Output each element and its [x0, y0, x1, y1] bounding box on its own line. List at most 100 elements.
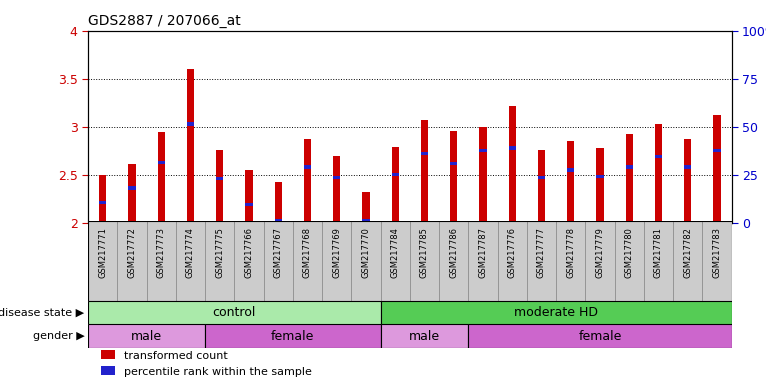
Bar — [480, 127, 486, 223]
Text: GSM217771: GSM217771 — [98, 227, 107, 278]
Text: GSM217774: GSM217774 — [186, 227, 195, 278]
Bar — [626, 134, 633, 223]
Bar — [352, 221, 381, 301]
Bar — [655, 155, 662, 158]
Bar — [216, 177, 224, 180]
Bar — [88, 301, 381, 324]
Bar — [146, 221, 176, 301]
Bar — [596, 148, 604, 223]
Text: GSM217770: GSM217770 — [362, 227, 371, 278]
Legend: transformed count, percentile rank within the sample: transformed count, percentile rank withi… — [101, 350, 312, 377]
Text: GSM217775: GSM217775 — [215, 227, 224, 278]
Text: male: male — [131, 329, 162, 343]
Bar — [596, 175, 604, 178]
Bar — [391, 147, 399, 223]
Bar — [421, 120, 428, 223]
Bar — [450, 131, 457, 223]
Bar — [205, 221, 234, 301]
Bar — [480, 149, 486, 152]
Text: female: female — [578, 329, 621, 343]
Bar — [264, 221, 293, 301]
Bar — [509, 106, 516, 223]
Text: moderate HD: moderate HD — [514, 306, 598, 319]
Text: GSM217783: GSM217783 — [712, 227, 722, 278]
Bar — [538, 176, 545, 179]
Bar — [538, 150, 545, 223]
Text: disease state ▶: disease state ▶ — [0, 308, 84, 318]
Bar — [713, 149, 721, 152]
Bar — [245, 170, 253, 223]
Bar — [88, 221, 117, 301]
Bar — [88, 324, 205, 348]
Bar — [381, 301, 732, 324]
Bar — [216, 150, 224, 223]
Bar — [450, 162, 457, 165]
Text: GSM217787: GSM217787 — [479, 227, 487, 278]
Text: GSM217768: GSM217768 — [303, 227, 312, 278]
Bar — [274, 182, 282, 223]
Bar — [527, 221, 556, 301]
Bar — [362, 192, 369, 223]
Bar — [643, 221, 673, 301]
Bar — [684, 166, 691, 169]
Bar — [421, 152, 428, 155]
Text: GSM217780: GSM217780 — [624, 227, 633, 278]
Bar — [322, 221, 352, 301]
Bar — [333, 176, 340, 179]
Text: female: female — [271, 329, 315, 343]
Text: GSM217776: GSM217776 — [508, 227, 517, 278]
Bar — [381, 324, 468, 348]
Bar — [614, 221, 643, 301]
Bar — [626, 166, 633, 169]
Bar — [187, 122, 194, 126]
Bar — [176, 221, 205, 301]
Text: GSM217773: GSM217773 — [157, 227, 165, 278]
Bar — [99, 175, 106, 223]
Bar — [99, 201, 106, 204]
Bar — [567, 141, 574, 223]
Text: GSM217781: GSM217781 — [654, 227, 663, 278]
Bar — [439, 221, 468, 301]
Bar — [117, 221, 146, 301]
Bar — [245, 203, 253, 206]
Text: male: male — [409, 329, 440, 343]
Text: GDS2887 / 207066_at: GDS2887 / 207066_at — [88, 14, 241, 28]
Bar — [468, 221, 498, 301]
Bar — [333, 156, 340, 223]
Bar — [556, 221, 585, 301]
Bar — [498, 221, 527, 301]
Bar — [304, 166, 311, 169]
Bar — [187, 69, 194, 223]
Bar — [509, 146, 516, 149]
Text: GSM217786: GSM217786 — [449, 227, 458, 278]
Bar — [205, 324, 381, 348]
Bar — [684, 139, 691, 223]
Text: GSM217766: GSM217766 — [244, 227, 254, 278]
Text: GSM217785: GSM217785 — [420, 227, 429, 278]
Bar — [702, 221, 732, 301]
Text: GSM217784: GSM217784 — [391, 227, 400, 278]
Text: GSM217772: GSM217772 — [127, 227, 136, 278]
Bar — [129, 164, 136, 223]
Text: GSM217778: GSM217778 — [566, 227, 575, 278]
Bar — [158, 131, 165, 223]
Bar — [234, 221, 264, 301]
Text: GSM217779: GSM217779 — [595, 227, 604, 278]
Text: control: control — [213, 306, 256, 319]
Text: GSM217769: GSM217769 — [332, 227, 341, 278]
Bar — [567, 168, 574, 172]
Text: GSM217782: GSM217782 — [683, 227, 692, 278]
Bar — [673, 221, 702, 301]
Bar — [274, 219, 282, 222]
Bar — [158, 161, 165, 164]
Bar — [713, 115, 721, 223]
Text: gender ▶: gender ▶ — [32, 331, 84, 341]
Bar — [410, 221, 439, 301]
Bar — [585, 221, 614, 301]
Bar — [293, 221, 322, 301]
Bar — [655, 124, 662, 223]
Bar — [391, 173, 399, 176]
Text: GSM217767: GSM217767 — [273, 227, 283, 278]
Text: GSM217777: GSM217777 — [537, 227, 546, 278]
Bar — [381, 221, 410, 301]
